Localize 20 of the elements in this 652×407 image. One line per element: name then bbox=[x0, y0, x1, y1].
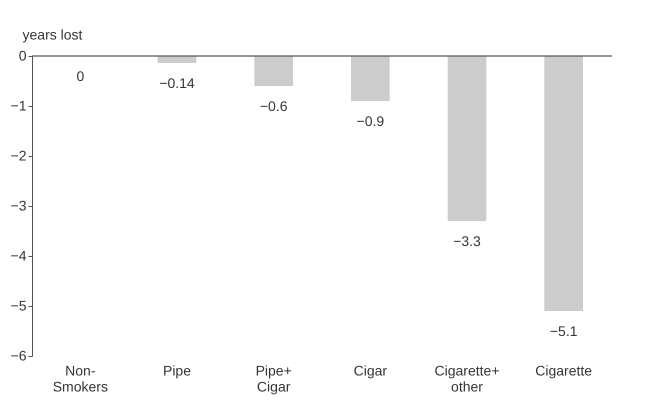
x-tick-label: Non- Smokers bbox=[52, 362, 108, 394]
data-label: 0 bbox=[76, 68, 84, 84]
x-tick-label: Pipe+ Cigar bbox=[256, 362, 292, 394]
y-tick-label: −1 bbox=[10, 98, 27, 114]
y-tick-label: −4 bbox=[10, 248, 27, 264]
y-tick-label: −5 bbox=[10, 298, 27, 314]
data-label: −0.9 bbox=[356, 113, 384, 129]
x-tick-label: Cigarette bbox=[535, 362, 592, 378]
data-label: −0.6 bbox=[260, 98, 288, 114]
x-tick-label: Cigarette+ other bbox=[434, 362, 500, 394]
data-label: −3.3 bbox=[453, 233, 482, 249]
x-tick-label: Pipe bbox=[162, 362, 192, 378]
y-tick-label: −3 bbox=[10, 198, 27, 214]
y-tick-label: 0 bbox=[18, 48, 27, 64]
x-tick-label: Cigar bbox=[354, 362, 388, 378]
y-axis-title: years lost bbox=[22, 26, 83, 42]
data-label: −0.14 bbox=[159, 75, 195, 91]
y-tick-label: −2 bbox=[10, 148, 27, 164]
y-tick-label: −6 bbox=[10, 348, 27, 364]
data-label: −5.1 bbox=[550, 323, 578, 339]
